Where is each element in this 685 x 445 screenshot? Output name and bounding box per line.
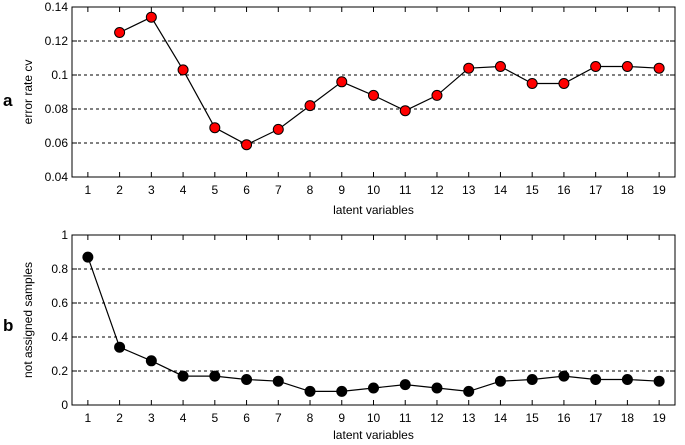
y-tick-label: 0.12	[45, 34, 69, 48]
data-point	[526, 78, 538, 89]
x-tick-label: 18	[621, 183, 635, 197]
x-tick-label: 5	[211, 183, 218, 197]
x-tick-label: 15	[526, 411, 540, 425]
data-point	[399, 379, 411, 391]
data-point	[558, 370, 570, 382]
data-point	[431, 382, 443, 394]
y-axis-label: not assigned samples	[21, 262, 35, 378]
data-point	[177, 64, 189, 76]
data-point	[463, 385, 475, 397]
x-tick-label: 18	[621, 411, 635, 425]
y-tick-label: 1	[61, 228, 68, 242]
data-point	[463, 62, 475, 74]
x-tick-label: 11	[399, 183, 412, 197]
x-tick-label: 7	[275, 183, 282, 197]
x-tick-label: 3	[148, 183, 155, 197]
data-point	[304, 100, 316, 112]
y-tick-label: 0.4	[51, 330, 68, 344]
x-tick-label: 3	[148, 411, 155, 425]
y-tick-label: 0.1	[51, 68, 68, 82]
x-tick-label: 6	[243, 411, 250, 425]
x-tick-label: 13	[462, 183, 476, 197]
x-tick-label: 11	[399, 411, 412, 425]
x-tick-label: 4	[180, 183, 187, 197]
y-axis-label: error rate cv	[21, 60, 35, 125]
data-point	[558, 78, 570, 89]
data-point	[590, 61, 602, 72]
data-point	[272, 375, 284, 387]
x-tick-label: 9	[338, 183, 345, 197]
data-point	[368, 89, 379, 101]
y-tick-label: 0.06	[45, 136, 69, 150]
x-tick-label: 16	[557, 411, 571, 425]
x-tick-label: 4	[180, 411, 187, 425]
data-point	[304, 385, 316, 397]
y-tick-label: 0	[61, 398, 68, 412]
x-tick-label: 1	[85, 411, 92, 425]
x-tick-label: 17	[589, 411, 603, 425]
x-tick-label: 9	[338, 411, 345, 425]
x-tick-label: 10	[367, 411, 381, 425]
x-tick-label: 14	[494, 183, 508, 197]
y-tick-label: 0.6	[51, 296, 68, 310]
y-tick-label: 0.14	[45, 0, 69, 14]
x-axis-label: latent variables	[333, 428, 414, 442]
x-tick-label: 1	[85, 183, 92, 197]
data-point	[399, 105, 411, 117]
x-tick-label: 2	[116, 411, 123, 425]
axes-frame	[71, 6, 676, 178]
data-point	[431, 89, 443, 101]
data-point	[272, 123, 284, 135]
x-tick-label: 19	[652, 183, 666, 197]
data-point	[526, 374, 538, 385]
x-tick-label: 15	[526, 183, 540, 197]
data-point	[145, 355, 157, 367]
y-tick-label: 0.2	[51, 364, 68, 378]
x-tick-label: 12	[430, 183, 444, 197]
data-point	[336, 385, 348, 397]
data-point	[209, 370, 221, 382]
x-tick-label: 12	[430, 411, 444, 425]
data-point	[114, 341, 126, 353]
panel-label: b	[3, 316, 13, 335]
data-point	[494, 375, 506, 387]
x-tick-label: 2	[116, 183, 123, 197]
x-tick-label: 8	[307, 183, 314, 197]
data-point	[621, 61, 633, 72]
x-tick-label: 19	[652, 411, 666, 425]
x-tick-label: 7	[275, 411, 282, 425]
data-point	[209, 122, 221, 134]
axes-frame	[71, 234, 676, 406]
y-tick-label: 0.8	[51, 262, 68, 276]
x-tick-label: 5	[211, 411, 218, 425]
x-axis-label: latent variables	[333, 203, 414, 217]
x-tick-label: 13	[462, 411, 476, 425]
data-point	[368, 382, 379, 394]
x-tick-label: 17	[589, 183, 603, 197]
y-tick-label: 0.08	[45, 102, 69, 116]
x-tick-label: 10	[367, 183, 381, 197]
series-line	[119, 16, 660, 146]
x-tick-label: 16	[557, 183, 571, 197]
data-point	[82, 251, 94, 263]
data-point	[653, 375, 665, 387]
plot-area-2	[72, 235, 675, 405]
data-point	[494, 61, 506, 72]
data-point	[590, 374, 602, 385]
x-tick-label: 6	[243, 183, 250, 197]
data-point	[241, 374, 253, 385]
x-tick-label: 14	[494, 411, 508, 425]
data-point	[336, 76, 348, 88]
data-point	[241, 139, 253, 151]
data-point	[653, 62, 665, 74]
y-tick-label: 0.04	[45, 170, 69, 184]
data-point	[114, 27, 126, 38]
x-tick-label: 8	[307, 411, 314, 425]
data-point	[621, 374, 633, 385]
panel-label: a	[3, 91, 13, 110]
data-point	[145, 11, 157, 23]
data-point	[177, 370, 189, 382]
